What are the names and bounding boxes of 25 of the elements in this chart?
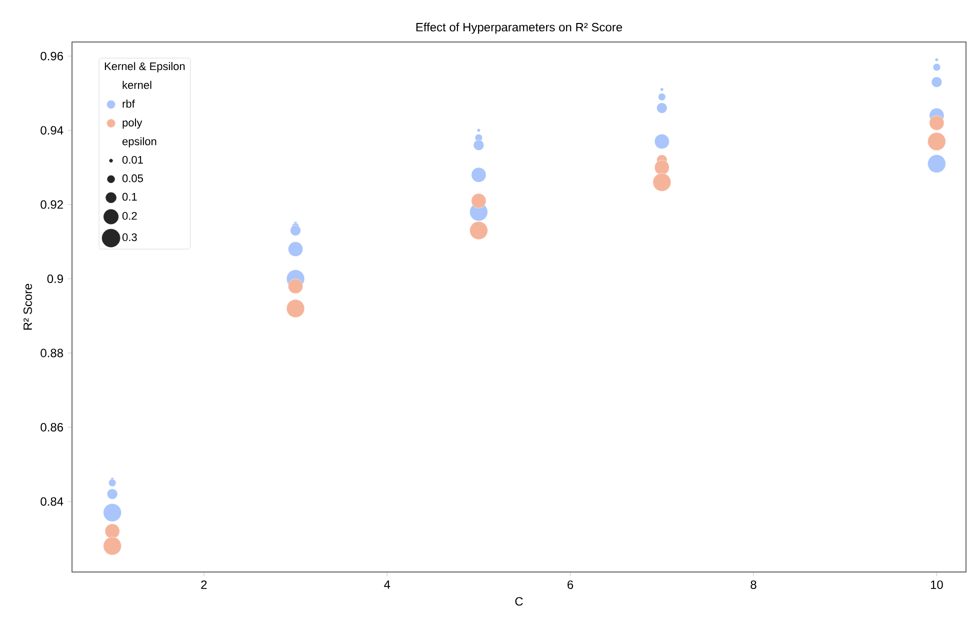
- y-tick-label: 0.92: [40, 200, 63, 209]
- legend-label: poly: [122, 118, 142, 129]
- legend-label: 0.3: [122, 233, 137, 242]
- y-axis-title: R² Score: [23, 284, 32, 330]
- y-tick-label: 0.86: [40, 422, 64, 432]
- legend-label: 0.2: [122, 212, 137, 220]
- x-axis-title: C: [515, 597, 523, 606]
- legend-label: rbf: [122, 100, 135, 108]
- chart-title: Effect of Hyperparameters on R² Score: [416, 22, 622, 34]
- annotation: kernel: [122, 80, 152, 89]
- x-tick-label: 2: [201, 580, 207, 589]
- legend-label: 0.01: [122, 156, 143, 164]
- x-tick-label: 10: [930, 580, 943, 589]
- legend-label: 0.05: [122, 174, 143, 182]
- y-tick-label: 0.9: [47, 274, 63, 284]
- annotation: epsilon: [122, 137, 156, 148]
- legend-title: Kernel & Epsilon: [104, 62, 185, 72]
- legend-label: 0.1: [122, 192, 137, 201]
- x-tick-label: 8: [750, 580, 756, 589]
- x-tick-label: 6: [568, 580, 574, 589]
- y-tick-label: 0.96: [40, 52, 64, 60]
- y-tick-label: 0.94: [40, 126, 64, 135]
- y-tick-label: 0.84: [40, 497, 64, 506]
- y-tick-label: 0.88: [40, 348, 64, 358]
- x-tick-label: 4: [384, 580, 390, 589]
